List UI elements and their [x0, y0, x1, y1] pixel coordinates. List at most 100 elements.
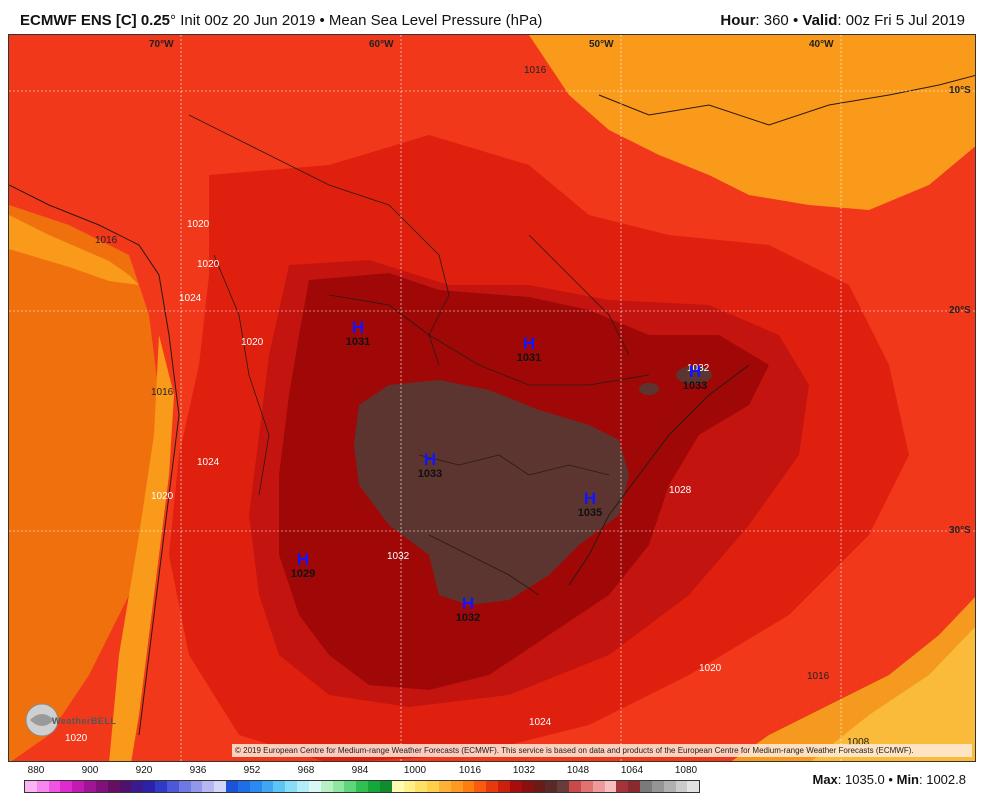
border-3 — [418, 454, 610, 476]
colorbar-swatch — [521, 781, 534, 792]
colorbar-tick: 1016 — [458, 765, 482, 776]
map-canvas — [9, 35, 975, 761]
high-pressure-marker: H 1035 — [577, 489, 603, 519]
colorbar-swatch — [462, 781, 475, 792]
contour-label: 1024 — [529, 717, 552, 728]
contour-label: 1032 — [387, 551, 410, 562]
high-pressure-marker: H 1033 — [417, 450, 443, 480]
band-above-1032-small — [639, 383, 659, 395]
colorbar-swatch — [285, 781, 298, 792]
colorbar-swatch — [131, 781, 144, 792]
colorbar-swatch — [604, 781, 617, 792]
colorbar-swatch — [663, 781, 676, 792]
colorbar-swatch — [60, 781, 73, 792]
lon-label-50w: 50°W — [589, 39, 614, 50]
pressure-map: 70°W 60°W 50°W 40°W 10°S 20°S 30°S 1016 … — [8, 34, 976, 762]
contour-label: 1020 — [699, 663, 722, 674]
title-bar: ECMWF ENS [C] 0.25° Init 00z 20 Jun 2019… — [0, 0, 984, 34]
colorbar-swatch — [72, 781, 85, 792]
max-value: : 1035.0 — [837, 772, 885, 787]
title-bullet: • — [319, 12, 325, 29]
logo-text: WeatherBELL — [52, 716, 117, 726]
max-min-summary: Max: 1035.0 • Min: 1002.8 — [813, 772, 967, 787]
colorbar-swatch — [36, 781, 49, 792]
colorbar-tick: 952 — [243, 765, 261, 776]
band-north-light — [529, 35, 975, 210]
colorbar-ticks: 880 900 920 936 952 968 984 1000 1016 10… — [0, 765, 720, 779]
lat-label-20s: 20°S — [949, 305, 971, 316]
colorbar-swatch — [687, 781, 700, 792]
band-1016-coast — [109, 335, 174, 761]
contour-label: 1020 — [151, 491, 174, 502]
colorbar-tick: 880 — [27, 765, 45, 776]
weatherbell-logo: WeatherBELL — [22, 700, 116, 742]
colorbar-tick: 1080 — [674, 765, 698, 776]
border-4 — [428, 534, 540, 596]
colorbar-swatch — [640, 781, 652, 792]
colorbar-tick: 968 — [297, 765, 315, 776]
colorbar-swatch — [415, 781, 428, 792]
colorbar-swatch — [427, 781, 439, 792]
hour-label: Hour — [720, 12, 756, 29]
band-above-1032 — [354, 380, 629, 605]
colorbar-swatch — [273, 781, 286, 792]
colorbar-swatch — [214, 781, 227, 792]
colorbar-tick: 900 — [81, 765, 99, 776]
colorbar-swatch — [249, 781, 262, 792]
colorbar-swatch — [237, 781, 250, 792]
colorbar-swatch — [320, 781, 333, 792]
colorbar-swatch — [95, 781, 108, 792]
contour-label: 1016 — [95, 235, 118, 246]
colorbar-swatch — [379, 781, 392, 792]
colorbar-swatch — [356, 781, 369, 792]
colorbar-swatch — [474, 781, 487, 792]
lon-label-70w: 70°W — [149, 39, 174, 50]
min-label: Min — [896, 772, 919, 787]
colorbar-swatch — [675, 781, 688, 792]
band-above-1032-east — [676, 366, 712, 384]
colorbar-swatch — [166, 781, 179, 792]
contour-label: 1024 — [179, 293, 202, 304]
stats-bullet: • — [888, 772, 893, 787]
band-1012-southeast — [811, 627, 975, 761]
contour-label: 1020 — [241, 337, 264, 348]
colorbar-swatch — [344, 781, 357, 792]
colorbar-swatch — [25, 781, 37, 792]
title-left: ECMWF ENS [C] 0.25° Init 00z 20 Jun 2019… — [20, 12, 542, 29]
field-name: Mean Sea Level Pressure (hPa) — [328, 12, 543, 29]
colorbar-swatch — [107, 781, 120, 792]
colorbar-swatch — [202, 781, 215, 792]
model-name: ECMWF ENS [C] 0.25 — [20, 12, 171, 29]
colorbar-swatch — [178, 781, 191, 792]
colorbar-swatch — [628, 781, 641, 792]
title-right: Hour: 360 • Valid: 00z Fri 5 Jul 2019 — [720, 12, 965, 29]
border-1 — [188, 114, 450, 366]
border-2 — [328, 294, 650, 386]
contour-label: 1028 — [669, 485, 692, 496]
colorbar-swatch — [498, 781, 510, 792]
lat-label-30s: 30°S — [949, 525, 971, 536]
colorbar-swatch — [545, 781, 558, 792]
contour-label: 1032 — [687, 363, 710, 374]
valid-value: : 00z Fri 5 Jul 2019 — [837, 12, 965, 29]
contour-label: 1024 — [197, 457, 220, 468]
colorbar-swatch — [119, 781, 132, 792]
init-time: Init 00z 20 Jun 2019 — [180, 12, 316, 29]
colorbar-swatch — [450, 781, 463, 792]
high-pressure-marker: H 1031 — [345, 318, 371, 348]
min-value: : 1002.8 — [919, 772, 966, 787]
band-west-ocean — [9, 205, 159, 761]
colorbar-swatch — [226, 781, 238, 792]
lat-label-10s: 10°S — [949, 85, 971, 96]
coastline-northeast — [598, 75, 975, 126]
max-label: Max — [812, 772, 838, 787]
coastline-west — [9, 184, 180, 736]
high-pressure-marker: H 1029 — [290, 550, 316, 580]
lon-label-40w: 40°W — [809, 39, 834, 50]
coastline-east — [568, 364, 750, 586]
border-5 — [528, 234, 630, 356]
high-pressure-marker: H 1031 — [516, 334, 542, 364]
colorbar-swatch — [261, 781, 274, 792]
high-pressure-marker: H 1033 — [682, 362, 708, 392]
colorbar-swatch — [592, 781, 605, 792]
